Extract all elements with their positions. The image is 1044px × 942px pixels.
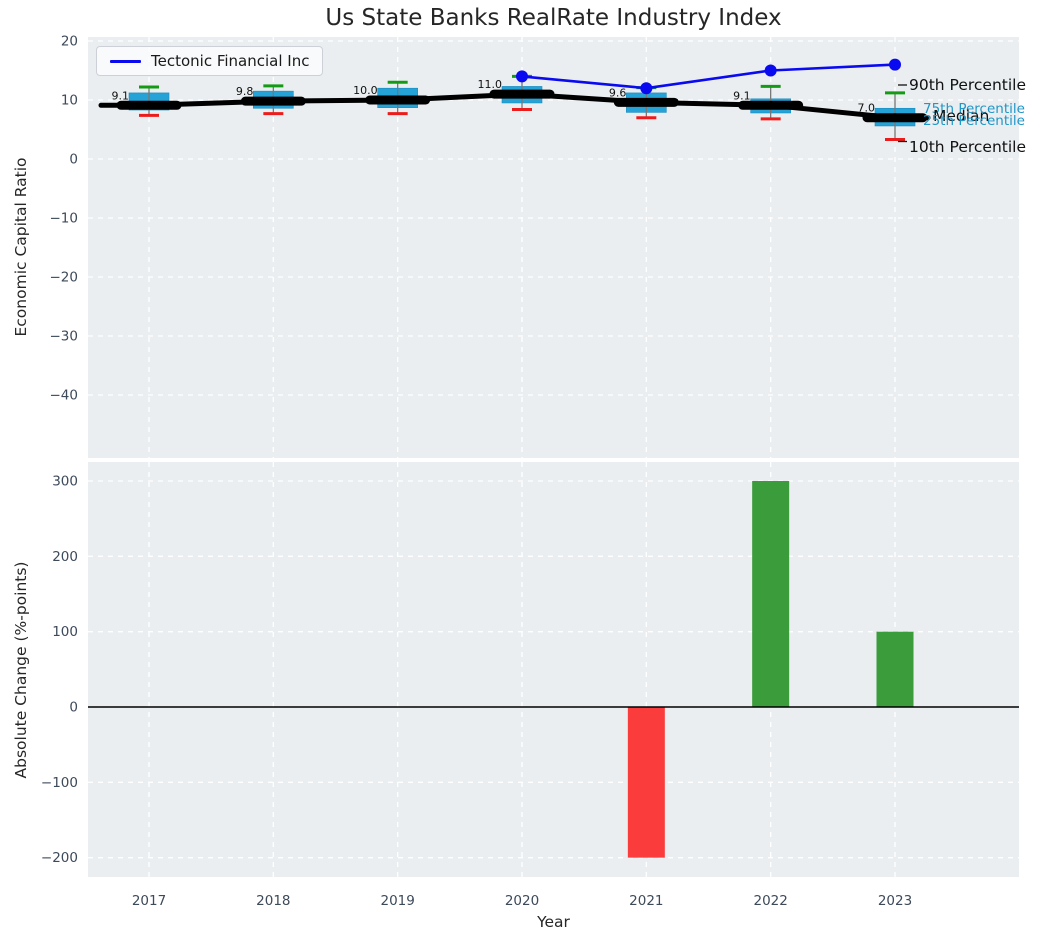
x-tick-label: 2019 xyxy=(380,893,414,909)
bottom-y-tick-label: 200 xyxy=(52,549,78,565)
bottom-y-tick-label: 0 xyxy=(69,700,78,716)
x-tick-label: 2021 xyxy=(629,893,663,909)
legend-label: Tectonic Financial Inc xyxy=(151,52,310,70)
top-y-tick-label: −20 xyxy=(50,270,79,286)
top-y-tick-label: 20 xyxy=(61,34,78,50)
annotation-10th-percentile: 10th Percentile xyxy=(909,138,1027,156)
annotation-90th-percentile: 90th Percentile xyxy=(909,76,1027,94)
median-value-label-2021: 9.6 xyxy=(609,86,627,99)
x-tick-label: 2023 xyxy=(878,893,912,909)
bottom-y-tick-label: −200 xyxy=(41,850,78,866)
top-y-tick-label: −10 xyxy=(50,211,79,227)
company-marker-2021 xyxy=(640,82,653,95)
annotation-25th-percentile: 25th Percentile xyxy=(923,112,1025,129)
x-axis-label: Year xyxy=(537,913,570,931)
bar-2023 xyxy=(876,631,914,707)
annotation-median: Median xyxy=(933,106,990,125)
top-y-tick-label: 0 xyxy=(69,152,78,168)
median-value-label-2018: 9.8 xyxy=(236,85,254,98)
top-y-tick-label: −30 xyxy=(50,329,79,345)
bottom-y-tick-label: 300 xyxy=(52,474,78,490)
median-value-label-2023: 7.0 xyxy=(857,102,875,115)
legend-line-icon xyxy=(110,59,141,63)
top-y-axis-label: Economic Capital Ratio xyxy=(12,157,30,337)
median-value-label-2022: 9.1 xyxy=(733,89,751,102)
bottom-axes-background xyxy=(88,462,1019,877)
bar-2022 xyxy=(752,481,790,707)
company-line xyxy=(521,63,896,90)
bar-2021 xyxy=(627,707,665,858)
legend: Tectonic Financial Inc xyxy=(96,46,324,76)
company-marker-2022 xyxy=(764,64,777,77)
x-tick-label: 2017 xyxy=(132,893,166,909)
bottom-y-tick-label: −100 xyxy=(41,775,78,791)
chart-title: Us State Banks RealRate Industry Index xyxy=(325,5,782,31)
bottom-y-axis-label: Absolute Change (%-points) xyxy=(12,561,30,779)
company-marker-2020 xyxy=(515,70,528,83)
x-tick-label: 2020 xyxy=(505,893,539,909)
median-value-label-2020: 11.0 xyxy=(477,78,502,91)
top-y-tick-label: −40 xyxy=(50,388,79,404)
median-value-label-2017: 9.1 xyxy=(112,89,130,102)
annotation-75th-percentile: 75th Percentile xyxy=(923,101,1025,117)
top-y-tick-label: 10 xyxy=(61,93,78,109)
top-axes-background xyxy=(88,37,1019,458)
x-tick-label: 2018 xyxy=(256,893,290,909)
median-value-label-2019: 10.0 xyxy=(353,84,378,97)
x-tick-label: 2022 xyxy=(753,893,787,909)
company-marker-2023 xyxy=(888,58,901,71)
bottom-y-tick-label: 100 xyxy=(52,624,78,640)
